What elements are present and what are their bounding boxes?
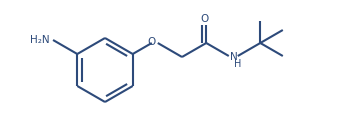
Text: N: N <box>230 52 238 62</box>
Text: O: O <box>148 37 156 47</box>
Text: O: O <box>200 14 208 24</box>
Text: H: H <box>234 59 241 69</box>
Text: H₂N: H₂N <box>30 35 50 45</box>
